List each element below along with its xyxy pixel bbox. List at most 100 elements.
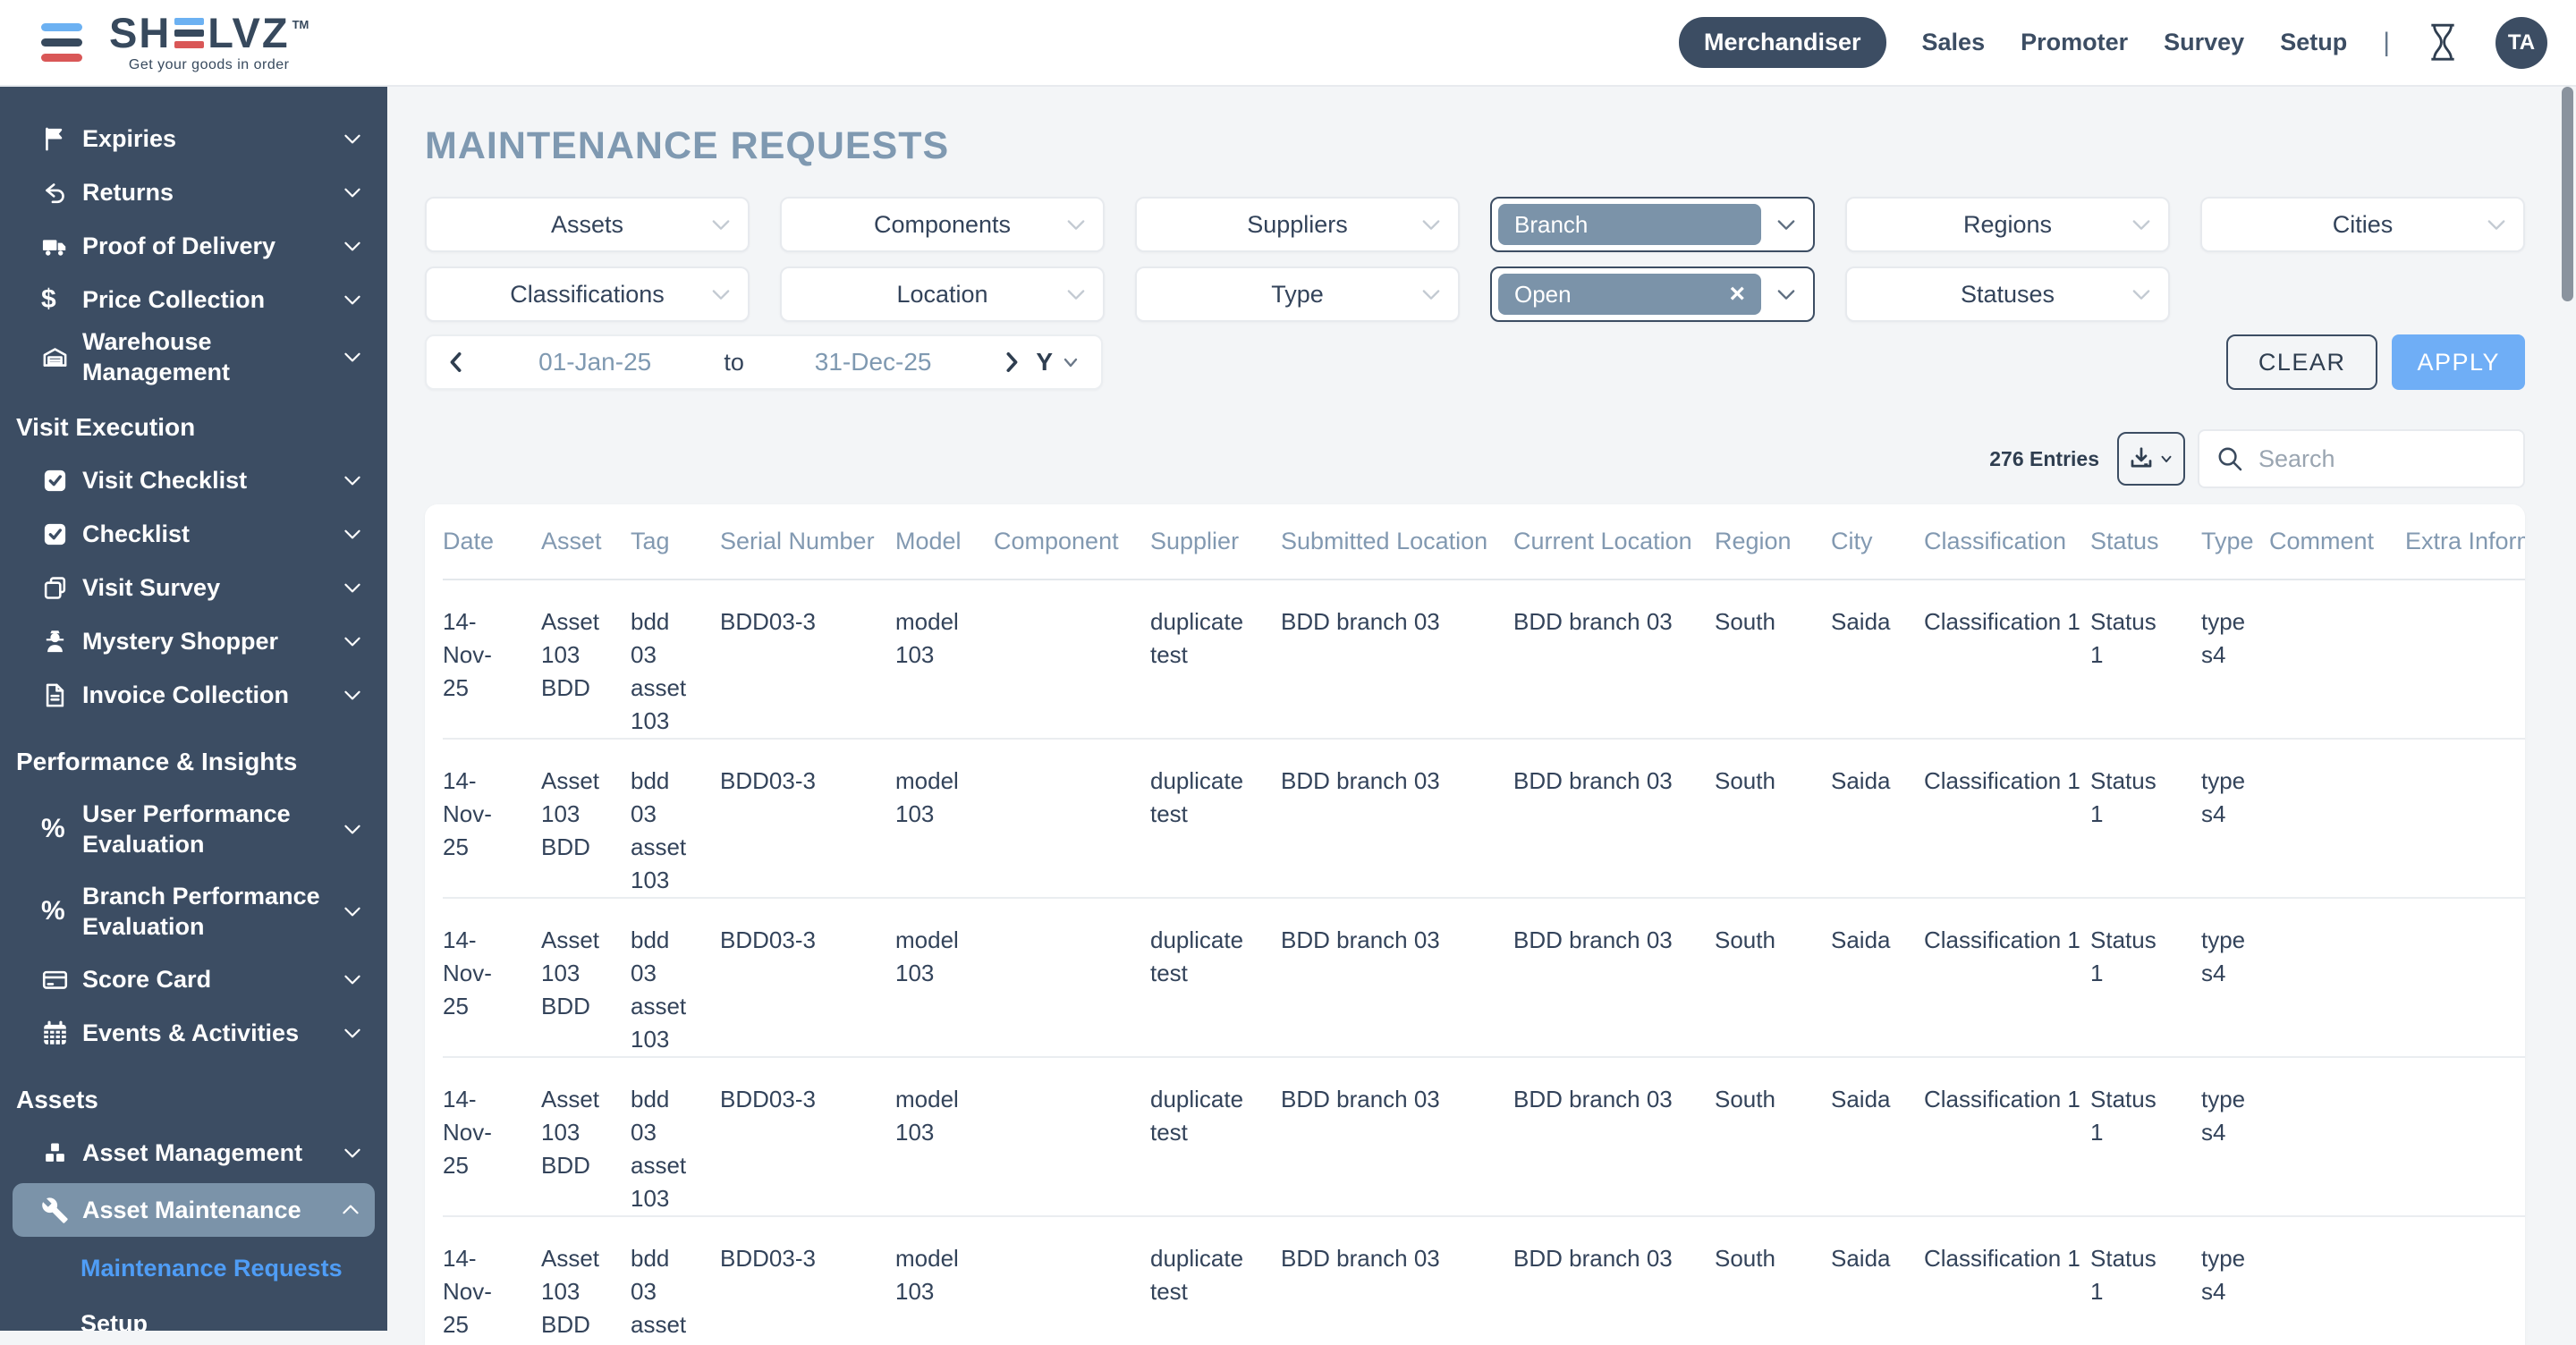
sidebar-item-mystery-shopper[interactable]: Mystery Shopper: [0, 614, 387, 668]
logo-text-suffix: LVZ: [208, 12, 289, 54]
cell-serial: BDD03-3: [720, 1057, 895, 1216]
chevron-down-icon: [341, 234, 366, 258]
sidebar-item-branch-performance-evaluation[interactable]: %Branch Performance Evaluation: [0, 870, 387, 952]
cell-status: Status 1: [2090, 898, 2201, 1057]
cell-model: model 103: [895, 1057, 994, 1216]
sidebar-item-user-performance-evaluation[interactable]: %User Performance Evaluation: [0, 788, 387, 870]
nav-tab-survey[interactable]: Survey: [2164, 29, 2244, 56]
cell-current_location: BDD branch 03: [1513, 739, 1715, 898]
filter-dropdown-regions[interactable]: Regions: [1845, 197, 2170, 252]
sidebar-item-price-collection[interactable]: $Price Collection: [0, 273, 387, 326]
cell-current_location: BDD branch 03: [1513, 1057, 1715, 1216]
filter-dropdown-type[interactable]: Type: [1135, 266, 1460, 322]
search-icon: [2216, 444, 2244, 473]
cell-city: Saida: [1831, 898, 1924, 1057]
clear-button[interactable]: CLEAR: [2226, 334, 2378, 390]
hourglass-icon[interactable]: [2426, 22, 2460, 63]
filter-dropdown-open[interactable]: Open×: [1490, 266, 1815, 322]
column-header-type[interactable]: Type: [2201, 504, 2269, 579]
sidebar-item-score-card[interactable]: Score Card: [0, 952, 387, 1006]
nav-tab-setup[interactable]: Setup: [2280, 29, 2347, 56]
search-box: [2198, 429, 2525, 488]
filter-dropdown-classifications[interactable]: Classifications: [425, 266, 750, 322]
cell-region: South: [1715, 1216, 1831, 1345]
vertical-scrollbar[interactable]: [2562, 87, 2573, 301]
cell-serial: BDD03-3: [720, 579, 895, 739]
cell-submitted_location: BDD branch 03: [1281, 1216, 1513, 1345]
sidebar-item-checklist[interactable]: Checklist: [0, 507, 387, 561]
column-header-city[interactable]: City: [1831, 504, 1924, 579]
period-selector[interactable]: Y: [1036, 348, 1081, 376]
apply-button[interactable]: APPLY: [2392, 334, 2525, 390]
column-header-region[interactable]: Region: [1715, 504, 1831, 579]
chevron-down-icon: [341, 817, 366, 841]
date-prev-icon[interactable]: [446, 350, 466, 375]
sidebar-item-proof-of-delivery[interactable]: Proof of Delivery: [0, 219, 387, 273]
sidebar-item-expiries[interactable]: Expiries: [0, 112, 387, 165]
nav-tab-sales[interactable]: Sales: [1922, 29, 1986, 56]
date-range-picker[interactable]: 01-Jan-25 to 31-Dec-25 Y: [425, 334, 1103, 390]
chevron-down-icon: [341, 181, 366, 204]
cell-city: Saida: [1831, 739, 1924, 898]
date-to-value[interactable]: 31-Dec-25: [744, 348, 1002, 376]
selected-chip-open[interactable]: Open×: [1498, 274, 1761, 315]
sidebar-item-visit-survey[interactable]: Visit Survey: [0, 561, 387, 614]
sidebar-subitem-setup[interactable]: Setup: [0, 1296, 387, 1331]
sidebar-item-visit-checklist[interactable]: Visit Checklist: [0, 453, 387, 507]
column-header-date[interactable]: Date: [443, 504, 541, 579]
column-header-current-location[interactable]: Current Location: [1513, 504, 1715, 579]
column-header-status[interactable]: Status: [2090, 504, 2201, 579]
sidebar-item-warehouse-management[interactable]: Warehouse Management: [0, 326, 387, 387]
sidebar-item-asset-maintenance[interactable]: Asset Maintenance: [13, 1183, 375, 1237]
column-header-asset[interactable]: Asset: [541, 504, 631, 579]
cell-current_location: BDD branch 03: [1513, 898, 1715, 1057]
filter-dropdown-components[interactable]: Components: [780, 197, 1105, 252]
hamburger-menu-icon[interactable]: [41, 23, 82, 62]
column-header-extra-information[interactable]: Extra Information: [2405, 504, 2525, 579]
column-header-serial-number[interactable]: Serial Number: [720, 504, 895, 579]
search-input[interactable]: [2258, 445, 2575, 473]
filter-dropdown-location[interactable]: Location: [780, 266, 1105, 322]
nav-tab-merchandiser[interactable]: Merchandiser: [1679, 17, 1886, 68]
filter-dropdown-branch[interactable]: Branch: [1490, 197, 1815, 252]
column-header-model[interactable]: Model: [895, 504, 994, 579]
column-header-supplier[interactable]: Supplier: [1150, 504, 1281, 579]
filter-dropdown-statuses[interactable]: Statuses: [1845, 266, 2170, 322]
export-download-button[interactable]: [2117, 432, 2185, 486]
filter-label: Suppliers: [1247, 211, 1348, 239]
filter-dropdown-assets[interactable]: Assets: [425, 197, 750, 252]
date-next-icon[interactable]: [1002, 350, 1021, 375]
column-header-tag[interactable]: Tag: [631, 504, 720, 579]
chevron-down-icon: [708, 282, 733, 307]
user-avatar[interactable]: TA: [2496, 17, 2547, 69]
download-icon: [2128, 445, 2155, 472]
cell-region: South: [1715, 898, 1831, 1057]
cell-serial: BDD03-3: [720, 1216, 895, 1345]
sidebar-item-events-activities[interactable]: Events & Activities: [0, 1006, 387, 1060]
cell-type: type s4: [2201, 1216, 2269, 1345]
date-from-value[interactable]: 01-Jan-25: [466, 348, 724, 376]
column-header-comment[interactable]: Comment: [2269, 504, 2405, 579]
chevron-down-icon: [2129, 282, 2154, 307]
selected-chip-branch[interactable]: Branch: [1498, 204, 1761, 245]
filter-dropdown-cities[interactable]: Cities: [2200, 197, 2525, 252]
filter-label: Components: [874, 211, 1011, 239]
cell-supplier: duplicate test: [1150, 739, 1281, 898]
nav-tab-promoter[interactable]: Promoter: [2021, 29, 2128, 56]
sidebar-item-invoice-collection[interactable]: Invoice Collection: [0, 668, 387, 722]
sidebar-item-asset-management[interactable]: Asset Management: [0, 1126, 387, 1180]
column-header-submitted-location[interactable]: Submitted Location: [1281, 504, 1513, 579]
filter-dropdown-suppliers[interactable]: Suppliers: [1135, 197, 1460, 252]
column-header-classification[interactable]: Classification: [1924, 504, 2090, 579]
spy-icon: [41, 628, 82, 656]
logo-text-prefix: SH: [109, 12, 171, 54]
column-header-component[interactable]: Component: [994, 504, 1150, 579]
chip-clear-icon[interactable]: ×: [1729, 281, 1745, 308]
sidebar-item-returns[interactable]: Returns: [0, 165, 387, 219]
sidebar-subitem-maintenance-requests[interactable]: Maintenance Requests: [0, 1240, 387, 1296]
